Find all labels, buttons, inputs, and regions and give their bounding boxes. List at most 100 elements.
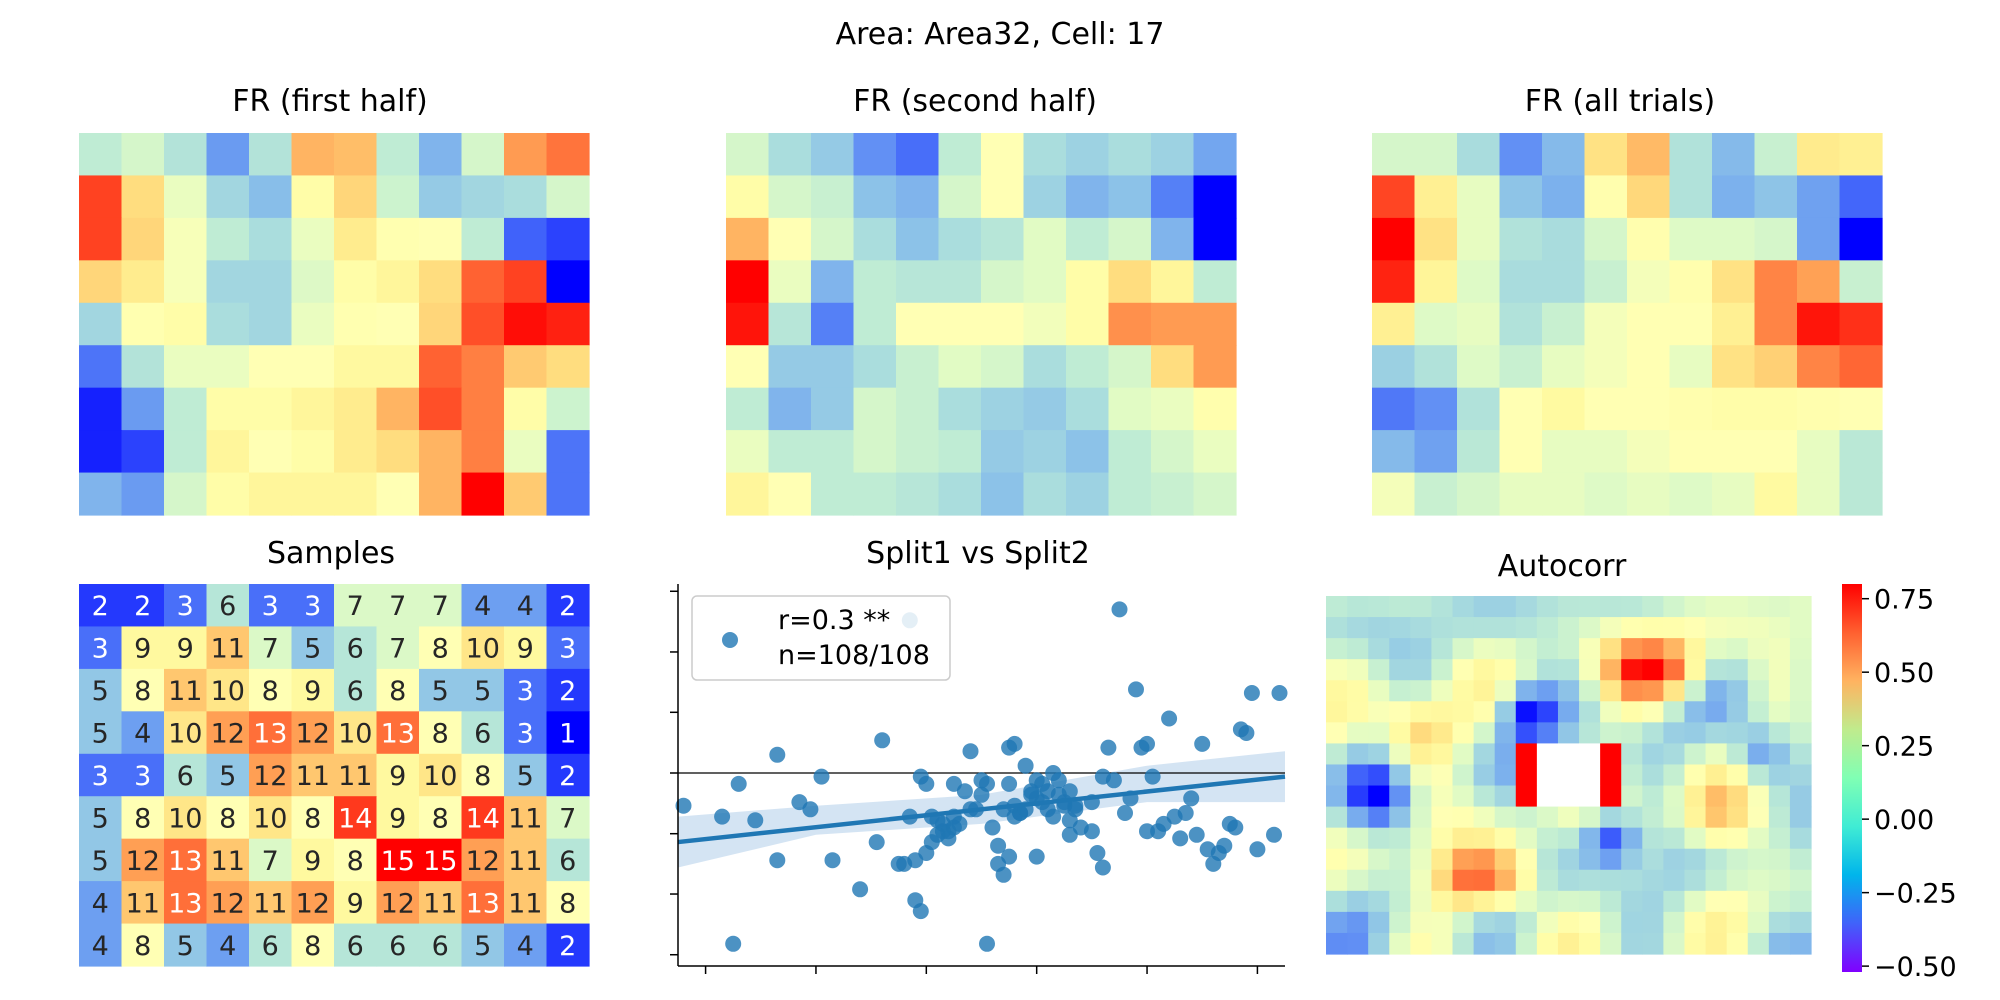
heatmap-cell — [504, 217, 548, 261]
heatmap-cell — [1579, 680, 1601, 702]
heatmap-cell — [1536, 701, 1559, 723]
heatmap-cell — [461, 753, 505, 797]
scatter-point — [747, 812, 764, 829]
heatmap-cell — [1669, 387, 1713, 431]
sample-count-label: 12 — [296, 888, 330, 919]
sample-count-label: 15 — [423, 846, 457, 877]
heatmap-cell — [121, 796, 165, 840]
sample-count-label: 10 — [338, 719, 372, 750]
heatmap-cell — [164, 668, 208, 712]
heatmap-cell — [1457, 345, 1501, 389]
heatmap-cell — [376, 345, 420, 389]
heatmap-cell — [1705, 743, 1728, 766]
heatmap-cell — [1151, 260, 1195, 304]
heatmap-cell — [1557, 617, 1580, 639]
heatmap-cell — [1627, 302, 1671, 346]
heatmap-cell — [1789, 617, 1812, 639]
heatmap-cell — [121, 626, 165, 670]
heatmap-cell — [1326, 764, 1348, 787]
heatmap-cell — [419, 345, 463, 389]
heatmap-cell — [79, 668, 123, 712]
heatmap-cell — [1579, 743, 1601, 766]
scatter-point — [1117, 805, 1133, 821]
heatmap-cell — [1579, 659, 1601, 681]
heatmap-cell — [1347, 890, 1369, 913]
sample-count-label: 13 — [381, 719, 415, 750]
heatmap-cell — [1368, 785, 1390, 808]
heatmap-cell — [1663, 701, 1686, 723]
heatmap-cell — [1557, 827, 1580, 850]
heatmap-cell — [1431, 911, 1454, 934]
heatmap-cell — [1368, 596, 1390, 618]
heatmap-cell — [546, 472, 590, 516]
scatter-point — [1249, 841, 1266, 858]
heatmap-cell — [1754, 217, 1798, 261]
heatmap-cell — [1023, 345, 1067, 389]
heatmap-cell — [1494, 743, 1517, 766]
scatter-point — [1227, 819, 1244, 836]
heatmap-cell — [1669, 175, 1713, 219]
heatmap-cell — [504, 626, 548, 670]
heatmap-cell — [768, 472, 812, 516]
heatmap-cell — [1494, 722, 1517, 745]
heatmap-cell — [1193, 430, 1237, 474]
heatmap-cell — [1431, 617, 1454, 639]
heatmap-cell — [1584, 260, 1628, 304]
heatmap-cell — [1726, 869, 1749, 892]
heatmap-cell — [1326, 743, 1348, 766]
heatmap-cell — [1389, 743, 1411, 766]
sample-count-label: 8 — [134, 931, 151, 962]
heatmap-cell — [1368, 764, 1390, 787]
heatmap-cell — [376, 472, 420, 516]
heatmap-cell — [206, 387, 250, 431]
heatmap-cell — [1326, 701, 1348, 723]
colorbar-tick-label: 0.75 — [1874, 585, 1934, 616]
heatmap-cell — [811, 472, 855, 516]
heatmap-cell — [206, 430, 250, 474]
heatmap-cell — [1066, 387, 1110, 431]
heatmap-cell — [1536, 827, 1559, 850]
heatmap-cell — [1515, 869, 1538, 892]
heatmap-cell — [1726, 659, 1749, 681]
sample-count-label: 7 — [389, 634, 406, 665]
heatmap-cell — [1768, 701, 1791, 723]
heatmap-cell — [206, 626, 250, 670]
heatmap-cell — [1368, 890, 1390, 913]
heatmap-cell — [1584, 133, 1628, 177]
heatmap-cell — [1579, 827, 1601, 850]
heatmap-cell — [1747, 638, 1770, 660]
heatmap-cell — [1536, 659, 1559, 681]
sample-count-label: 4 — [517, 591, 534, 622]
heatmap-cell — [1797, 217, 1841, 261]
heatmap-cell — [1494, 827, 1517, 850]
heatmap-cell — [1642, 932, 1664, 955]
heatmap-cell — [1768, 890, 1791, 913]
heatmap-cell — [546, 260, 590, 304]
heatmap-cell — [1621, 701, 1643, 723]
heatmap-cell — [1347, 722, 1369, 745]
sample-count-label: 3 — [559, 634, 576, 665]
heatmap-cell — [1410, 617, 1433, 639]
scatter-point — [1111, 601, 1128, 618]
heatmap-cell — [1712, 175, 1756, 219]
heatmap-cell — [79, 711, 123, 755]
heatmap-cell — [1499, 430, 1543, 474]
sample-count-label: 5 — [474, 931, 491, 962]
sample-count-label: 10 — [211, 676, 245, 707]
samples-title: Samples — [267, 536, 395, 571]
heatmap-cell — [504, 796, 548, 840]
heatmap-cell — [206, 838, 250, 882]
heatmap-cell — [334, 387, 378, 431]
heatmap-cell — [121, 345, 165, 389]
heatmap-cell — [1536, 680, 1559, 702]
heatmap-cell — [79, 796, 123, 840]
heatmap-cell — [1726, 848, 1749, 871]
sample-count-label: 12 — [296, 719, 330, 750]
heatmap-cell — [546, 345, 590, 389]
heatmap-cell — [504, 387, 548, 431]
heatmap-cell — [1600, 680, 1622, 702]
heatmap-cell — [1473, 890, 1496, 913]
heatmap-cell — [1066, 175, 1110, 219]
sample-count-label: 5 — [92, 803, 109, 834]
